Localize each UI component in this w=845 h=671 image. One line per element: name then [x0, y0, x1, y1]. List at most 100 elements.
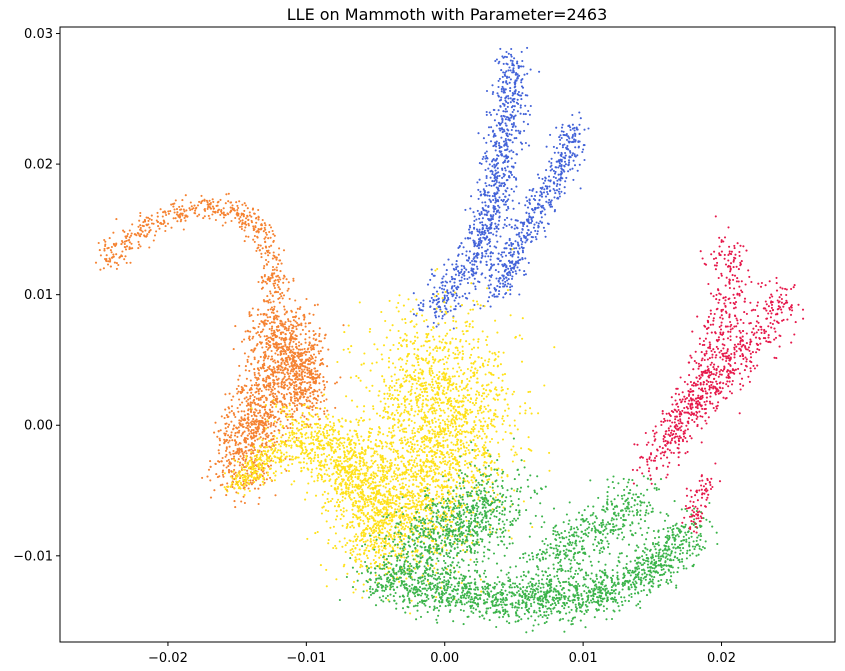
data-point: [443, 393, 446, 396]
data-point: [565, 176, 568, 179]
data-point: [354, 455, 357, 458]
data-point: [269, 236, 272, 239]
data-point: [511, 94, 514, 97]
data-point: [499, 282, 502, 285]
data-point: [520, 246, 523, 249]
data-point: [437, 377, 440, 380]
data-point: [569, 168, 572, 171]
data-point: [503, 143, 506, 146]
data-point: [468, 393, 471, 396]
data-point: [491, 173, 494, 176]
data-point: [227, 200, 230, 203]
data-point: [539, 212, 543, 215]
data-point: [228, 411, 231, 414]
data-point: [527, 261, 530, 264]
data-point: [480, 590, 483, 593]
data-point: [271, 294, 274, 298]
data-point: [473, 227, 476, 230]
data-point: [246, 421, 249, 424]
data-point: [437, 514, 440, 517]
data-point: [148, 246, 151, 249]
data-point: [259, 484, 262, 487]
data-point: [436, 468, 439, 471]
data-point: [437, 418, 440, 421]
data-point: [257, 359, 260, 363]
data-point: [403, 427, 406, 430]
data-point: [524, 241, 527, 244]
data-point: [233, 413, 236, 416]
data-point: [387, 598, 390, 601]
data-point: [400, 437, 403, 440]
data-point: [249, 403, 252, 406]
data-point: [563, 160, 567, 163]
data-point: [375, 361, 378, 364]
data-point: [303, 361, 306, 364]
data-point: [102, 267, 105, 270]
data-point: [256, 247, 259, 250]
data-point: [491, 92, 494, 96]
data-point: [316, 399, 319, 402]
data-point: [253, 234, 256, 238]
data-point: [505, 285, 509, 288]
data-point: [445, 301, 448, 304]
data-point: [318, 418, 321, 421]
data-point: [499, 129, 502, 132]
data-point: [430, 386, 433, 389]
data-point: [552, 175, 555, 179]
data-point: [445, 361, 448, 364]
data-point: [281, 366, 284, 369]
data-point: [416, 358, 419, 361]
data-point: [259, 244, 262, 247]
data-point: [308, 367, 311, 370]
data-point: [422, 470, 425, 473]
data-point: [269, 226, 273, 229]
data-point: [496, 177, 499, 180]
data-point: [316, 394, 320, 397]
data-point: [309, 423, 312, 426]
data-point: [441, 546, 444, 549]
data-point: [571, 152, 575, 155]
data-point: [451, 263, 454, 266]
data-point: [498, 196, 501, 199]
data-point: [306, 348, 309, 351]
data-point: [517, 259, 520, 263]
data-point: [253, 411, 256, 414]
data-point: [407, 419, 410, 422]
data-point: [237, 390, 240, 393]
data-point: [336, 515, 339, 518]
data-point: [494, 212, 497, 215]
data-point: [510, 448, 513, 451]
data-point: [230, 219, 233, 223]
data-point: [175, 208, 179, 211]
data-point: [366, 525, 370, 528]
data-point: [261, 276, 264, 279]
data-point: [230, 405, 234, 408]
data-point: [290, 323, 293, 326]
data-point: [139, 211, 142, 215]
data-point: [255, 249, 258, 252]
data-point: [170, 203, 173, 206]
data-point: [284, 344, 287, 347]
data-point: [443, 462, 446, 466]
data-point: [319, 350, 322, 353]
data-point: [574, 133, 577, 136]
data-point: [427, 383, 430, 386]
data-point: [505, 80, 508, 83]
data-point: [282, 377, 285, 380]
data-point: [438, 370, 441, 374]
data-point: [277, 286, 280, 289]
data-point: [525, 196, 528, 199]
data-point: [257, 218, 260, 221]
data-point: [275, 395, 278, 398]
data-point: [278, 288, 281, 291]
data-point: [500, 136, 503, 139]
data-point: [573, 164, 577, 167]
data-point: [240, 340, 244, 343]
data-point: [265, 246, 268, 249]
data-point: [234, 325, 237, 328]
data-point: [468, 231, 471, 234]
data-point: [227, 423, 231, 426]
data-point: [558, 187, 561, 191]
data-point: [535, 221, 538, 224]
data-point: [227, 441, 230, 444]
